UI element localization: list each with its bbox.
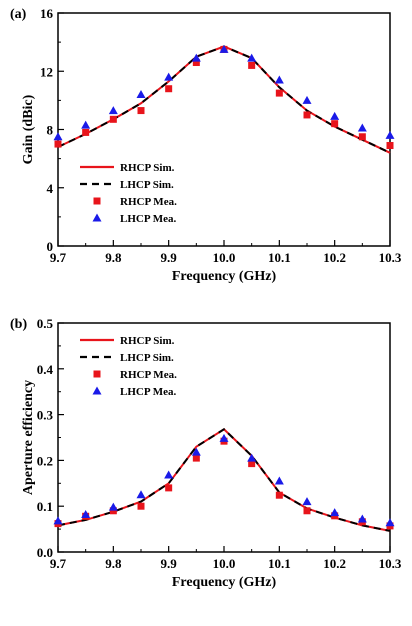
x-tick-label: 9.9	[161, 556, 178, 571]
legend-label: LHCP Mea.	[120, 386, 176, 398]
legend: RHCP Sim. LHCP Sim. RHCP Mea. LHCP Mea.	[80, 335, 177, 398]
x-tick-label: 10.0	[213, 556, 236, 571]
x-tick-label: 9.7	[50, 556, 67, 571]
rhcp-measured-point	[331, 120, 339, 128]
legend-label: RHCP Sim.	[120, 162, 175, 174]
y-tick-label: 16	[40, 6, 54, 21]
x-tick-label: 9.8	[105, 556, 122, 571]
rhcp-measured-point	[386, 142, 394, 150]
legend-label: LHCP Sim.	[120, 179, 174, 191]
lhcp-measured-point	[164, 470, 174, 479]
rhcp-measured-point	[192, 59, 200, 67]
lhcp-measured-point	[81, 120, 91, 129]
rhcp-measured-point	[248, 61, 256, 69]
x-tick-label: 10.0	[213, 250, 236, 265]
lhcp-measured-point	[330, 111, 340, 120]
lhcp-measured-point	[219, 433, 229, 442]
rhcp-measured-point	[137, 502, 145, 510]
rhcp-measured-point	[303, 111, 311, 119]
series-line-lhcp-sim	[57, 45, 391, 154]
legend-label: RHCP Mea.	[120, 369, 177, 381]
legend-label: RHCP Mea.	[120, 196, 177, 208]
legend-swatch	[93, 370, 101, 378]
lhcp-measured-point	[247, 453, 257, 462]
x-tick-label: 10.3	[379, 250, 402, 265]
lhcp-measured-point	[108, 502, 118, 511]
x-tick-label: 10.1	[268, 556, 291, 571]
lhcp-measured-point	[385, 518, 395, 527]
lhcp-measured-point	[136, 490, 146, 499]
lhcp-measured-point	[274, 476, 284, 485]
lhcp-measured-point	[247, 53, 257, 62]
series-line-rhcp-sim	[57, 45, 391, 154]
lhcp-measured-point	[136, 90, 146, 99]
rhcp-measured-point	[358, 133, 366, 141]
y-tick-label: 0.5	[37, 316, 54, 331]
y-tick-label: 0.3	[37, 408, 54, 423]
lhcp-measured-point	[53, 516, 63, 525]
lhcp-measured-point	[274, 75, 284, 84]
lhcp-measured-point	[81, 509, 91, 518]
y-tick-label: 0.0	[37, 545, 53, 560]
panel-label: (b)	[10, 317, 27, 332]
chart-panel-2: 9.7 9.8 9.9 10.0 10.1 10.2 10.3 0.0 0.1 0.2 0.3 0.4…	[10, 316, 402, 590]
y-tick-label: 0.1	[37, 499, 53, 514]
y-tick-label: 0.2	[37, 453, 53, 468]
lhcp-measured-point	[357, 514, 367, 523]
y-tick-label: 4	[47, 181, 54, 196]
lhcp-measured-point	[219, 44, 229, 53]
lhcp-measured-point	[191, 53, 201, 62]
lhcp-measured-point	[108, 106, 118, 115]
y-axis-label: Gain (dBic)	[21, 94, 36, 164]
rhcp-measured-point	[109, 115, 117, 123]
plot-area	[53, 44, 395, 154]
lhcp-measured-point	[330, 508, 340, 517]
rhcp-measured-point	[192, 454, 200, 462]
plot-area	[53, 428, 395, 532]
lhcp-measured-point	[357, 123, 367, 132]
legend-label: LHCP Sim.	[120, 352, 174, 364]
legend-swatch	[92, 386, 102, 395]
y-tick-label: 12	[40, 64, 53, 79]
legend-label: RHCP Sim.	[120, 335, 175, 347]
rhcp-measured-point	[248, 460, 256, 468]
rhcp-measured-point	[82, 128, 90, 136]
chart-panel-1: 9.7 9.8 9.9 10.0 10.1 10.2 10.3 0 4 8 12 16 Frequenc…	[10, 6, 402, 284]
y-tick-label: 0.4	[37, 362, 54, 377]
legend-label: LHCP Mea.	[120, 213, 176, 225]
lhcp-measured-point	[164, 72, 174, 81]
y-tick-label: 0	[47, 239, 54, 254]
rhcp-measured-point	[165, 484, 173, 492]
rhcp-measured-point	[303, 507, 311, 515]
lhcp-measured-point	[302, 95, 312, 104]
legend-swatch	[93, 197, 101, 205]
x-tick-label: 9.9	[161, 250, 178, 265]
rhcp-measured-point	[275, 89, 283, 97]
x-axis-label: Frequency (GHz)	[172, 575, 277, 590]
rhcp-measured-point	[275, 491, 283, 499]
rhcp-measured-point	[137, 107, 145, 115]
lhcp-measured-point	[53, 132, 63, 141]
series-line-lhcp-sim	[57, 428, 391, 532]
x-tick-label: 10.3	[379, 556, 402, 571]
rhcp-measured-point	[54, 140, 62, 148]
lhcp-measured-point	[302, 497, 312, 506]
legend-swatch	[92, 213, 102, 222]
y-axis-label: Aperture efficiency	[21, 380, 36, 495]
x-tick-label: 10.1	[268, 250, 291, 265]
x-tick-label: 10.2	[323, 556, 346, 571]
y-tick-label: 8	[47, 123, 54, 138]
lhcp-measured-point	[191, 447, 201, 456]
rhcp-measured-point	[165, 85, 173, 93]
legend: RHCP Sim. LHCP Sim. RHCP Mea. LHCP Mea.	[80, 162, 177, 225]
x-axis-label: Frequency (GHz)	[172, 269, 277, 284]
x-tick-label: 10.2	[323, 250, 346, 265]
x-tick-label: 9.7	[50, 250, 67, 265]
x-tick-label: 9.8	[105, 250, 122, 265]
rhcp-measured-point	[109, 507, 117, 515]
lhcp-measured-point	[385, 130, 395, 139]
panel-label: (a)	[10, 7, 27, 22]
